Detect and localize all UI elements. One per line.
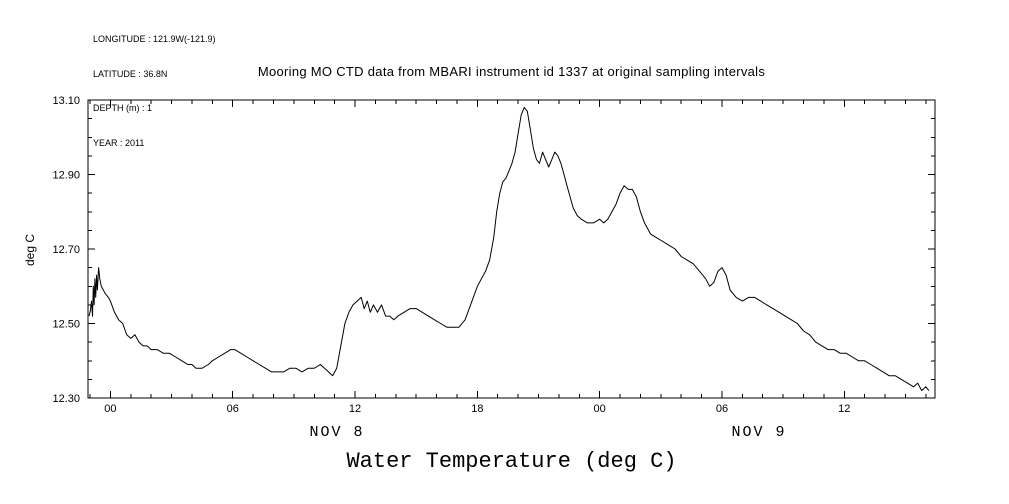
metadata-depth: DEPTH (m) : 1 — [93, 103, 153, 113]
plot-frame — [87, 99, 936, 399]
y-tick-label: 12.70 — [52, 244, 80, 256]
chart-title: Mooring MO CTD data from MBARI instrumen… — [257, 64, 766, 79]
date-label-nov8: NOV 8 — [309, 424, 365, 441]
temperature-series-line — [88, 106, 930, 392]
bottom-axis-title: Water Temperature (deg C) — [346, 449, 677, 474]
metadata-year: YEAR : 2011 — [93, 137, 145, 148]
y-tick-label: 13.10 — [52, 95, 80, 107]
metadata-latitude: LATITUDE : 36.8N — [93, 68, 168, 79]
x-tick-label: 12 — [838, 403, 850, 415]
date-label-nov9: NOV 9 — [731, 424, 787, 441]
x-tick-label: 06 — [716, 403, 728, 415]
x-tick-label: 00 — [104, 403, 116, 415]
plot-metadata-block: LONGITUDE : 121.9W(-121.9) LATITUDE : 36… — [93, 11, 216, 172]
y-tick-label: 12.90 — [52, 170, 80, 182]
x-tick-label: 06 — [227, 403, 239, 415]
y-tick-label: 12.50 — [52, 319, 80, 331]
x-tick-label: 00 — [594, 403, 606, 415]
y-tick-label: 12.30 — [52, 393, 80, 405]
x-tick-label: 12 — [349, 403, 361, 415]
metadata-longitude: LONGITUDE : 121.9W(-121.9) — [93, 34, 216, 44]
x-tick-label: 18 — [471, 403, 483, 415]
